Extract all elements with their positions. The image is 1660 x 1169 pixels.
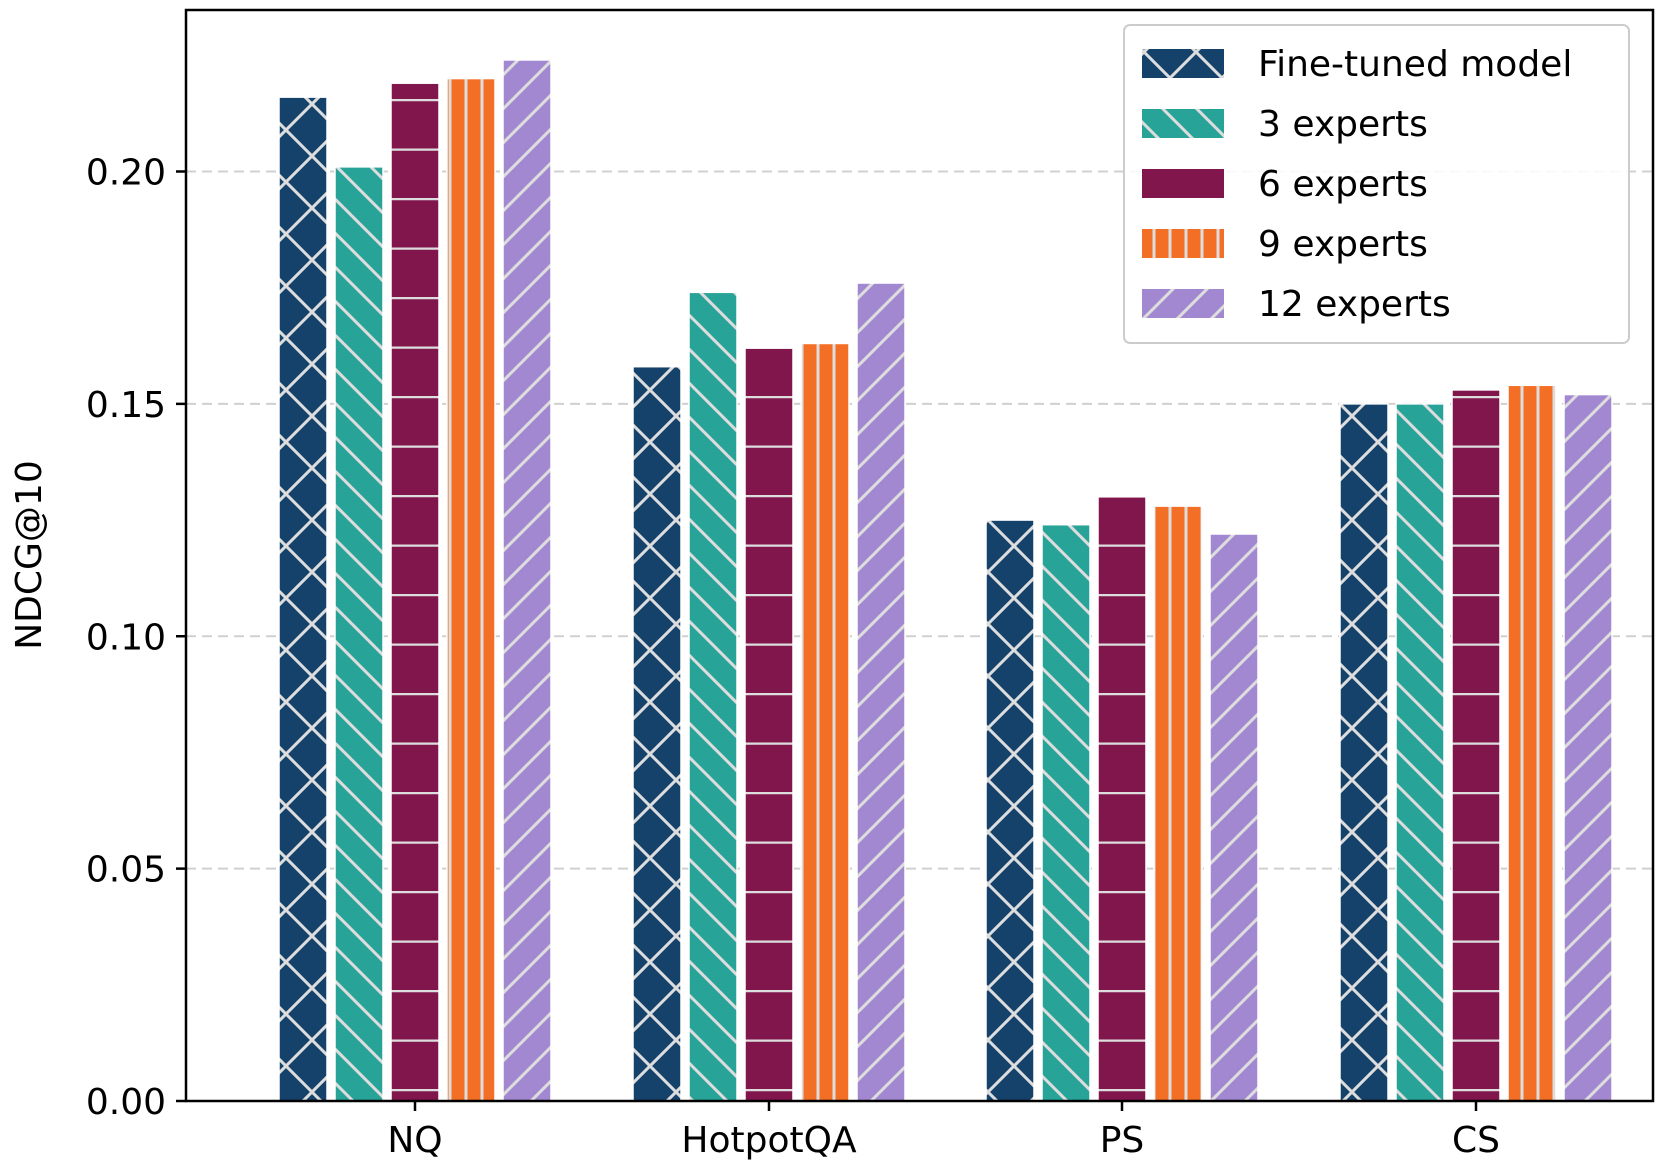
legend-label: 3 experts xyxy=(1258,104,1428,145)
legend-swatch-hatch xyxy=(1142,289,1224,318)
y-tick-label: 0.10 xyxy=(86,617,166,658)
bar xyxy=(800,342,850,1102)
bar-hatch xyxy=(745,348,793,1102)
bar xyxy=(1209,533,1259,1102)
bar xyxy=(688,291,738,1102)
bar-hatch xyxy=(447,78,495,1102)
legend-label: 9 experts xyxy=(1258,224,1428,265)
y-tick-label: 0.15 xyxy=(86,385,166,426)
bar xyxy=(446,77,496,1102)
bar-hatch xyxy=(1452,389,1500,1101)
bar-hatch xyxy=(1340,403,1388,1101)
legend-label: 12 experts xyxy=(1258,284,1451,325)
bar-hatch xyxy=(633,366,681,1101)
bar-hatch xyxy=(1042,524,1090,1101)
y-axis-label: NDCG@10 xyxy=(9,460,50,650)
bars xyxy=(278,59,1613,1102)
bar xyxy=(278,96,328,1102)
bar-hatch xyxy=(335,166,383,1102)
bar xyxy=(502,59,552,1102)
x-tick-label: PS xyxy=(1100,1120,1145,1161)
bar-hatch xyxy=(689,292,737,1102)
legend-label: 6 experts xyxy=(1258,164,1428,205)
bar xyxy=(1451,389,1501,1102)
legend-swatch-hatch xyxy=(1142,229,1224,258)
bar xyxy=(856,282,906,1102)
bar-hatch xyxy=(857,283,905,1101)
bar xyxy=(1041,523,1091,1102)
bar xyxy=(1097,496,1147,1102)
x-axis: NQ HotpotQA PS CS xyxy=(387,1101,1500,1161)
y-axis: 0.00 0.05 0.10 0.15 0.20 xyxy=(86,153,186,1123)
legend-label: Fine-tuned model xyxy=(1258,44,1572,85)
legend-item: 12 experts xyxy=(1142,284,1451,325)
legend-swatch-hatch xyxy=(1142,49,1224,78)
plot-frame xyxy=(184,8,1655,1103)
bar-hatch xyxy=(503,59,551,1102)
bar xyxy=(1507,384,1557,1102)
legend-item: 3 experts xyxy=(1142,104,1428,145)
legend-item: 6 experts xyxy=(1142,164,1428,205)
y-tick-label: 0.00 xyxy=(86,1082,166,1123)
bar-hatch xyxy=(986,520,1034,1101)
bar xyxy=(1339,403,1389,1102)
bar xyxy=(1563,393,1613,1102)
x-tick-label: HotpotQA xyxy=(681,1120,857,1161)
x-tick-label: NQ xyxy=(387,1120,442,1161)
bar xyxy=(985,519,1035,1102)
y-tick-label: 0.05 xyxy=(86,850,166,891)
legend-swatch-hatch xyxy=(1142,109,1224,138)
bar-hatch xyxy=(391,83,439,1101)
bar xyxy=(334,166,384,1102)
legend: Fine-tuned model 3 experts 6 experts 9 expe… xyxy=(1123,24,1630,344)
legend-item: 9 experts xyxy=(1142,224,1428,265)
bar-hatch xyxy=(1098,496,1146,1101)
bar xyxy=(390,82,440,1102)
bar-hatch xyxy=(1396,403,1444,1101)
bar xyxy=(744,347,794,1102)
bar-hatch xyxy=(1210,534,1258,1101)
legend-item: Fine-tuned model xyxy=(1142,44,1572,85)
bar-hatch xyxy=(1154,506,1202,1101)
legend-box xyxy=(1123,24,1630,344)
bar xyxy=(1153,505,1203,1102)
bar xyxy=(1395,403,1445,1102)
bar-hatch xyxy=(1564,394,1612,1102)
bar-hatch xyxy=(279,97,327,1101)
bar-hatch xyxy=(801,343,849,1101)
x-tick-label: CS xyxy=(1452,1120,1500,1161)
legend-swatch-hatch xyxy=(1142,169,1224,198)
y-tick-label: 0.20 xyxy=(86,153,166,194)
bar xyxy=(632,365,682,1102)
bar-hatch xyxy=(1508,385,1556,1101)
